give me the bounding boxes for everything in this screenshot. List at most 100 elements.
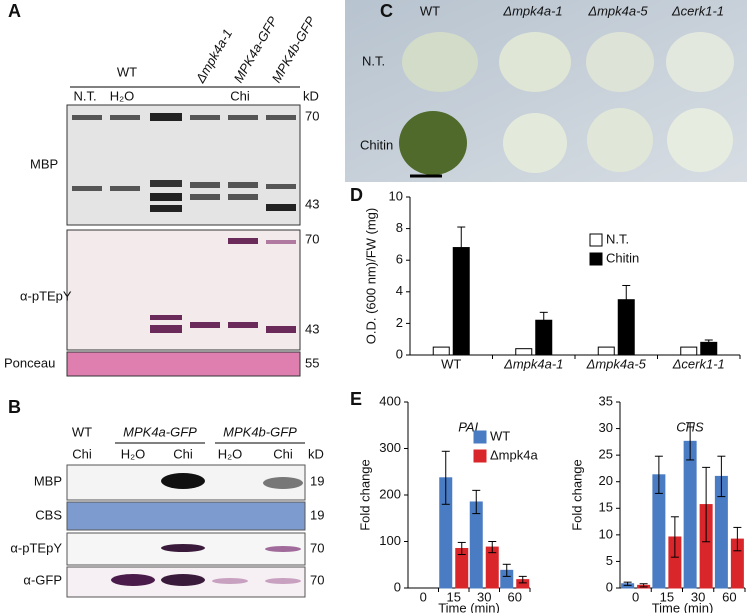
error-bar (457, 226, 466, 269)
x-tick-label: 30 (477, 589, 491, 604)
error-bar (654, 455, 663, 494)
bands (150, 238, 296, 333)
lane-label: Chi (72, 446, 92, 461)
marker-label: 19 (310, 507, 324, 522)
y-tick-label: 0 (394, 579, 401, 594)
legend-swatch (589, 233, 603, 247)
seedlings (399, 32, 734, 175)
y-tick-label: 0 (396, 346, 403, 361)
blot (66, 104, 301, 226)
error-bar (518, 575, 527, 584)
y-tick-label: 8 (396, 220, 403, 235)
y-tick-label: 100 (379, 533, 401, 548)
blot-label: MBP (34, 473, 62, 488)
row-label: N.T. (362, 53, 385, 68)
y-tick-label: 6 (396, 252, 403, 267)
blot-label: CBS (35, 507, 62, 522)
lane-label: Chi (273, 446, 293, 461)
legend-swatch (473, 449, 487, 463)
error-bar (704, 339, 713, 346)
marker-label: 55 (305, 355, 319, 370)
error-bar (670, 516, 679, 558)
blot (66, 229, 301, 351)
x-tick-label: Δcerk1-1 (672, 356, 725, 371)
bands (72, 113, 296, 212)
lane-label: H₂O (218, 446, 243, 461)
error-bar (733, 526, 742, 552)
y-tick-label: 5 (606, 553, 613, 568)
error-bar (702, 466, 711, 543)
error-bar (539, 311, 548, 329)
bar (680, 346, 698, 356)
y-axis-label: Fold change (357, 459, 372, 531)
genotype-label: MPK4b-GFP (223, 424, 297, 439)
row-label: Chitin (360, 137, 393, 152)
x-tick-label: 60 (722, 589, 736, 604)
marker-label: 70 (305, 231, 319, 246)
blot (66, 501, 306, 531)
legend-label: Δmpk4a (490, 447, 538, 462)
marker-label: 19 (310, 473, 324, 488)
y-tick-label: 20 (599, 473, 613, 488)
y-tick-label: 300 (379, 440, 401, 455)
error-bar (686, 422, 695, 461)
legend-swatch (473, 430, 487, 444)
panel-label: E (350, 389, 362, 409)
x-tick-label: WT (441, 356, 461, 371)
column-label: WT (420, 3, 440, 18)
error-bar (622, 284, 631, 315)
x-tick-label: 30 (691, 589, 705, 604)
y-tick-label: 15 (599, 500, 613, 515)
panel-label: B (8, 397, 21, 417)
y-tick-label: 400 (379, 393, 401, 408)
marker-label: 70 (310, 540, 324, 555)
error-bar (441, 450, 450, 505)
y-tick-label: 35 (599, 393, 613, 408)
genotype-label: WT (72, 424, 92, 439)
y-tick-label: 25 (599, 447, 613, 462)
lane-label: Chi (173, 446, 193, 461)
error-bar (639, 583, 648, 588)
legend-swatch (589, 252, 603, 266)
bar (683, 440, 697, 589)
legend-label: Chitin (606, 250, 639, 265)
x-tick-label: 15 (660, 589, 674, 604)
lane-label: H₂O (110, 88, 135, 103)
legend-label: WT (490, 428, 510, 443)
blot-label: MBP (30, 156, 58, 171)
bar (485, 546, 499, 589)
genotype-label: MPK4a-GFP (123, 424, 197, 439)
kd-label: kD (308, 446, 324, 461)
x-tick-label: 0 (632, 589, 639, 604)
marker-label: 43 (305, 321, 319, 336)
error-bar (623, 581, 632, 586)
x-tick-label: Δmpk4a-1 (503, 356, 563, 371)
mutant-label: Δmpk4a-1 (192, 26, 235, 86)
y-tick-label: 2 (396, 315, 403, 330)
panel-label: D (350, 185, 363, 205)
blot-label: Ponceau (4, 355, 55, 370)
y-tick-label: 0 (606, 579, 613, 594)
error-bar (717, 455, 726, 498)
marker-label: 70 (305, 108, 319, 123)
y-axis-label: Fold change (569, 459, 584, 531)
bar (597, 346, 615, 356)
lane-label: H₂O (121, 446, 146, 461)
y-tick-label: 200 (379, 486, 401, 501)
column-label: Δcerk1-1 (671, 3, 724, 18)
group-label: WT (117, 64, 137, 79)
marker-label: 43 (305, 196, 319, 211)
x-axis-label: Time (min) (438, 600, 500, 613)
bar (432, 346, 450, 356)
column-label: Δmpk4a-1 (502, 3, 562, 18)
lane-label: N.T. (73, 88, 96, 103)
panel-label: C (380, 1, 393, 21)
x-tick-label: 60 (508, 589, 522, 604)
blot-label: α-pTEpY (20, 288, 72, 303)
x-tick-label: 15 (447, 589, 461, 604)
error-bar (488, 541, 497, 554)
bands (111, 473, 303, 586)
y-axis-label: O.D. (600 nm)/FW (mg) (363, 208, 378, 345)
blot-label: α-GFP (23, 572, 62, 587)
